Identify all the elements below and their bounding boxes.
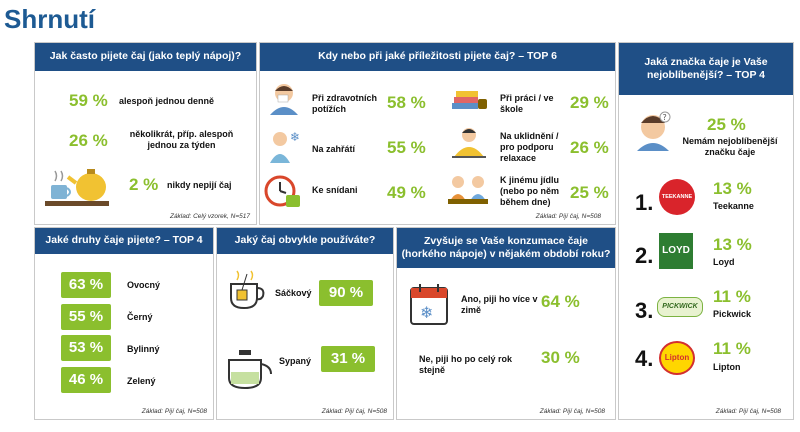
occasions-base: Základ: Pijí čaj, N=508 xyxy=(535,213,601,220)
brand-pct-1: 13 % xyxy=(713,179,752,198)
format-base: Základ: Pijí čaj, N=508 xyxy=(321,408,387,415)
season-header: Zvyšuje se Vaše konzumace čaje (horkého … xyxy=(397,228,615,268)
kinds-pct-3: 53 % xyxy=(61,335,111,361)
winter-calendar-icon: ❄ xyxy=(410,284,448,325)
season-pct-1: 64 % xyxy=(541,292,580,311)
svg-text:?: ? xyxy=(663,113,667,122)
kinds-label-2: Černý xyxy=(127,312,153,322)
frequency-label-3: nikdy nepijí čaj xyxy=(167,180,232,190)
brand-name-4: Lipton xyxy=(713,362,741,372)
dining-people-icon xyxy=(448,176,488,204)
kinds-pct-2: 55 % xyxy=(61,304,111,330)
page-title: Shrnutí xyxy=(4,4,95,34)
favorite-none-label: Nemám nejoblíbenější značku čaje xyxy=(682,136,778,157)
occasion-label-1: Při zdravotních potížích xyxy=(312,93,378,114)
teekanne-logo: TEEKANNE xyxy=(659,179,695,215)
loyd-logo: LOYD xyxy=(659,233,693,269)
occasion-pct-1: 58 % xyxy=(387,93,426,112)
pickwick-logo: PICKWICK xyxy=(657,297,703,317)
favorite-panel: Jaká značka čaje je Vaše nejoblíbenější?… xyxy=(618,42,794,420)
brand-pct-2: 13 % xyxy=(713,235,752,254)
sick-person-icon xyxy=(270,84,298,115)
format-label-1: Sáčkový xyxy=(275,288,312,298)
books-cup-icon xyxy=(452,91,487,109)
occasion-label-6: K jinému jídlu (nebo po něm během dne) xyxy=(500,175,560,207)
brand-rank-2: 2. xyxy=(635,243,654,268)
cold-person-icon: ❄ xyxy=(270,130,300,163)
season-base: Základ: Pijí čaj, N=508 xyxy=(539,408,605,415)
brand-pct-4: 11 % xyxy=(713,339,751,358)
occasion-label-2: Na zahřátí xyxy=(312,144,356,154)
teapot-cup-icon xyxy=(45,169,109,206)
occasions-panel: Kdy nebo při jaké příležitosti pijete ča… xyxy=(259,42,616,225)
season-pct-2: 30 % xyxy=(541,348,580,367)
clock-cup-icon xyxy=(264,175,300,207)
kinds-base: Základ: Pijí čaj, N=508 xyxy=(141,408,207,415)
frequency-pct-1: 59 % xyxy=(69,91,108,110)
brand-rank-1: 1. xyxy=(635,190,654,215)
occasion-label-5: Na uklidnění / pro podporu relaxace xyxy=(500,131,559,163)
brand-name-3: Pickwick xyxy=(713,309,752,319)
favorite-none-pct: 25 % xyxy=(707,115,746,134)
meditation-icon xyxy=(452,128,486,158)
kinds-label-3: Bylinný xyxy=(127,344,160,354)
kinds-header: Jaké druhy čaje pijete? – TOP 4 xyxy=(35,228,213,254)
teapot-icon xyxy=(228,350,272,390)
format-pct-2: 31 % xyxy=(321,346,375,372)
frequency-base: Základ: Celý vzorek, N=517 xyxy=(169,213,250,220)
frequency-panel: Jak často pijete čaj (jako teplý nápoj)?… xyxy=(34,42,257,225)
favorite-header: Jaká značka čaje je Vaše nejoblíbenější?… xyxy=(619,43,793,95)
brand-name-1: Teekanne xyxy=(713,201,754,211)
frequency-header: Jak často pijete čaj (jako teplý nápoj)? xyxy=(35,43,256,71)
occasion-label-3: Ke snídani xyxy=(312,185,358,195)
occasion-pct-6: 25 % xyxy=(570,183,609,202)
format-pct-1: 90 % xyxy=(319,280,373,306)
tea-bag-cup-icon xyxy=(230,270,265,310)
lipton-logo: Lipton xyxy=(659,341,695,375)
occasion-label-4: Při práci / ve škole xyxy=(500,93,554,114)
brand-rank-3: 3. xyxy=(635,298,654,323)
frequency-pct-3: 2 % xyxy=(129,175,159,194)
kinds-pct-4: 46 % xyxy=(61,367,111,393)
frequency-label-1: alespoň jednou denně xyxy=(119,96,215,106)
occasion-pct-2: 55 % xyxy=(387,138,426,157)
brand-rank-4: 4. xyxy=(635,346,654,371)
occasions-header: Kdy nebo při jaké příležitosti pijete ča… xyxy=(260,43,615,71)
format-label-2: Sypaný xyxy=(279,356,312,366)
thinking-person-icon: ? xyxy=(637,111,671,151)
kinds-label-4: Zelený xyxy=(127,376,156,386)
brand-name-2: Loyd xyxy=(713,257,735,267)
favorite-base: Základ: Pijí čaj, N=508 xyxy=(715,408,781,415)
brand-pct-3: 11 % xyxy=(713,287,751,306)
svg-text:❄: ❄ xyxy=(420,303,433,322)
frequency-pct-2: 26 % xyxy=(69,131,108,150)
season-panel: Zvyšuje se Vaše konzumace čaje (horkého … xyxy=(396,227,616,420)
occasion-pct-4: 29 % xyxy=(570,93,609,112)
kinds-panel: Jaké druhy čaje pijete? – TOP 4 63 % Ovo… xyxy=(34,227,214,420)
frequency-label-2: několikrát, příp. alespoň jednou za týde… xyxy=(129,129,234,150)
season-label-2: Ne, piji ho po celý rok stejně xyxy=(419,354,513,375)
occasion-pct-3: 49 % xyxy=(387,183,426,202)
occasion-pct-5: 26 % xyxy=(570,138,609,157)
format-panel: Jaký čaj obvykle používáte? Sáčkový 90 %… xyxy=(216,227,394,420)
kinds-label-1: Ovocný xyxy=(127,280,161,290)
svg-text:❄: ❄ xyxy=(290,130,300,144)
format-header: Jaký čaj obvykle používáte? xyxy=(217,228,393,254)
season-label-1: Ano, piji ho více v zimě xyxy=(461,294,538,315)
kinds-pct-1: 63 % xyxy=(61,272,111,298)
